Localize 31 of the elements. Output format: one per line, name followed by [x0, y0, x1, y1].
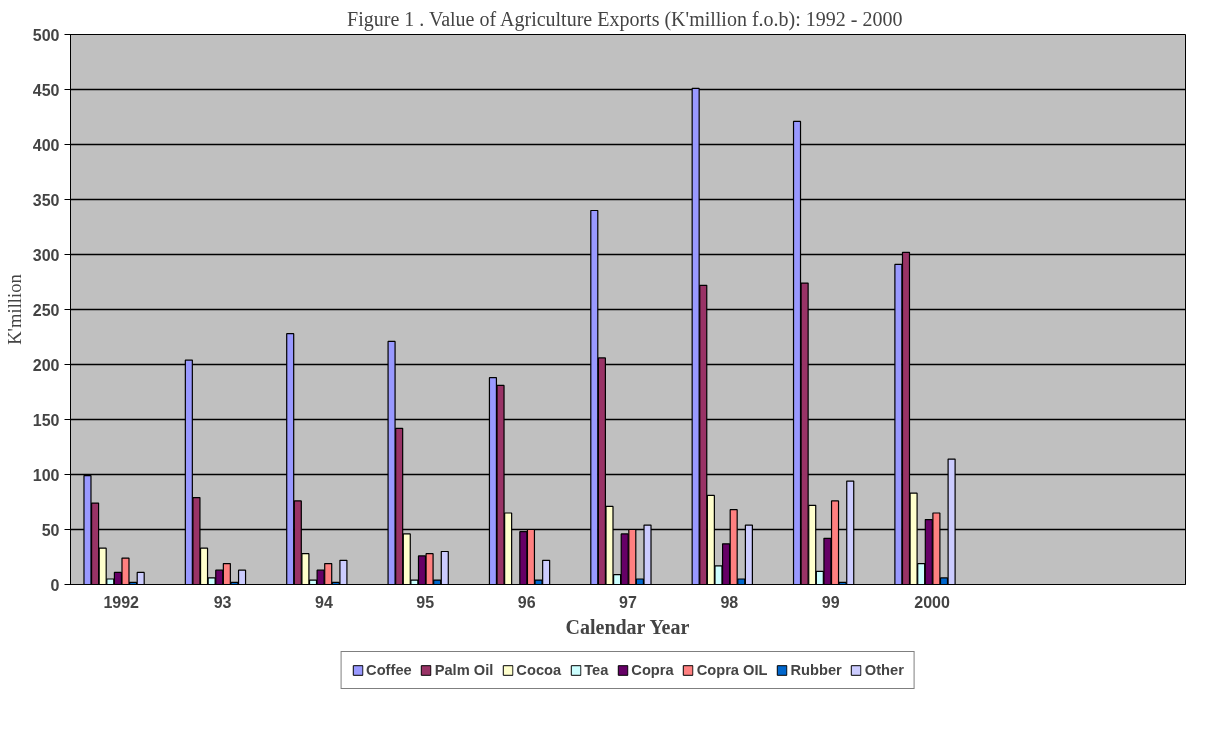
legend-label: Other	[864, 662, 904, 678]
x-tick-label: 96	[517, 593, 536, 611]
y-axis-title: K'million	[3, 273, 25, 345]
x-tick-label: 99	[821, 593, 840, 611]
x-tick-label: 1992	[103, 593, 140, 611]
chart-title: Figure 1 . Value of Agriculture Exports (K'million f.o.b): 1992 - 2000	[347, 7, 903, 31]
y-tick-label: 50	[41, 521, 60, 539]
y-tick-label: 0	[50, 576, 60, 594]
y-tick-label: 100	[32, 466, 60, 484]
legend-label: Copra	[631, 662, 674, 678]
x-tick-label: 94	[315, 593, 333, 611]
legend-label: Copra OIL	[696, 662, 768, 678]
legend-label: Coffee	[366, 662, 412, 678]
y-tick-label: 300	[32, 246, 60, 264]
legend-label: Cocoa	[516, 662, 562, 678]
y-tick-label: 250	[32, 301, 60, 319]
y-tick-label: 200	[32, 356, 60, 374]
y-tick-label: 400	[32, 136, 60, 154]
x-tick-label: 93	[213, 593, 232, 611]
y-tick-label: 500	[32, 26, 60, 44]
x-tick-label: 98	[720, 593, 739, 611]
x-axis-title: Calendar Year	[565, 615, 690, 638]
legend-label: Palm Oil	[434, 662, 494, 678]
legend-label: Rubber	[790, 662, 842, 678]
x-tick-label: 97	[619, 593, 637, 611]
x-tick-label: 95	[416, 593, 435, 611]
y-tick-label: 350	[32, 191, 60, 209]
x-tick-label: 2000	[914, 593, 950, 611]
legend-label: Tea	[584, 662, 609, 678]
y-tick-label: 150	[32, 411, 60, 429]
y-tick-label: 450	[32, 81, 60, 99]
